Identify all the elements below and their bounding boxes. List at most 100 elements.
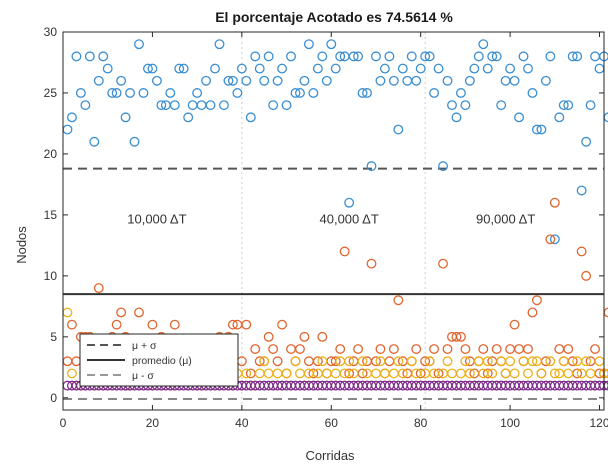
data-point bbox=[277, 319, 288, 330]
data-point bbox=[411, 344, 422, 354]
y-tick-label: 5 bbox=[50, 330, 57, 344]
data-point bbox=[531, 295, 542, 306]
data-point bbox=[277, 63, 288, 74]
data-point bbox=[375, 75, 386, 86]
data-point bbox=[509, 75, 520, 86]
data-point bbox=[147, 63, 158, 74]
data-point bbox=[129, 136, 140, 147]
data-point bbox=[581, 136, 592, 147]
data-point bbox=[348, 368, 359, 379]
data-point bbox=[178, 63, 189, 74]
data-point bbox=[223, 75, 234, 86]
data-point bbox=[469, 63, 480, 74]
data-point bbox=[143, 63, 153, 74]
legend-label-2: μ - σ bbox=[132, 370, 154, 382]
data-point bbox=[505, 356, 516, 367]
axes: 0 20 40 60 80 100 120 0 5 10 15 20 25 30 bbox=[44, 25, 608, 430]
data-point bbox=[317, 356, 328, 367]
data-point bbox=[183, 112, 194, 123]
data-point bbox=[545, 51, 556, 62]
data-point bbox=[259, 75, 270, 86]
data-point bbox=[442, 356, 453, 367]
data-point bbox=[134, 307, 144, 318]
data-point bbox=[353, 344, 364, 354]
data-point bbox=[156, 100, 167, 111]
data-point bbox=[102, 63, 113, 74]
data-point bbox=[464, 75, 475, 86]
data-point bbox=[590, 344, 601, 354]
data-point bbox=[241, 319, 252, 330]
data-point bbox=[420, 356, 431, 367]
data-point bbox=[558, 356, 569, 367]
data-point bbox=[165, 88, 176, 98]
data-point bbox=[572, 51, 583, 62]
data-point bbox=[111, 319, 122, 330]
data-point bbox=[549, 368, 560, 379]
data-point bbox=[89, 136, 100, 147]
data-point bbox=[321, 75, 332, 86]
data-point bbox=[581, 356, 592, 367]
data-point bbox=[433, 368, 444, 379]
data-point bbox=[455, 88, 466, 98]
data-point bbox=[411, 75, 422, 86]
annotations: 10,000 ΔT 40,000 ΔT 90,000 ΔT bbox=[127, 211, 535, 226]
data-point bbox=[236, 63, 247, 74]
data-point bbox=[66, 319, 77, 330]
data-point bbox=[71, 51, 82, 62]
y-tick-label: 10 bbox=[44, 269, 58, 283]
data-point bbox=[388, 75, 399, 86]
data-point bbox=[241, 368, 252, 379]
data-point bbox=[111, 88, 122, 98]
data-point bbox=[227, 319, 238, 330]
data-point bbox=[438, 161, 448, 172]
data-point bbox=[545, 356, 556, 367]
data-point bbox=[518, 51, 529, 62]
data-point bbox=[388, 344, 399, 354]
data-point bbox=[523, 344, 533, 354]
data-point bbox=[460, 344, 471, 354]
data-point bbox=[299, 75, 310, 86]
data-point bbox=[549, 197, 560, 208]
data-point bbox=[442, 75, 453, 86]
data-point bbox=[603, 112, 608, 123]
data-point bbox=[138, 88, 149, 98]
legend-label-1: promedio (μ) bbox=[132, 355, 192, 367]
data-point bbox=[514, 112, 524, 123]
annotation-2: 90,000 ΔT bbox=[476, 211, 535, 226]
x-tick-label: 80 bbox=[414, 416, 428, 430]
data-point bbox=[393, 124, 404, 135]
data-point bbox=[424, 51, 435, 62]
data-point bbox=[379, 63, 390, 74]
data-point bbox=[227, 75, 238, 86]
series-0 bbox=[62, 39, 608, 245]
data-point bbox=[415, 63, 426, 74]
data-point bbox=[478, 344, 489, 354]
data-point bbox=[259, 356, 270, 367]
data-point bbox=[460, 356, 471, 367]
axes-frame bbox=[62, 31, 605, 411]
data-point bbox=[357, 356, 368, 367]
data-point bbox=[308, 88, 319, 98]
data-point bbox=[125, 88, 136, 98]
data-point bbox=[429, 344, 440, 354]
data-point bbox=[531, 356, 542, 367]
data-point bbox=[563, 344, 574, 354]
data-point bbox=[549, 234, 560, 245]
data-point bbox=[295, 88, 305, 98]
data-point bbox=[192, 88, 203, 98]
data-point bbox=[98, 51, 109, 62]
y-tick-label: 20 bbox=[44, 147, 58, 161]
data-point bbox=[496, 100, 507, 111]
data-point bbox=[478, 39, 489, 50]
data-point bbox=[317, 331, 328, 342]
x-tick-label: 0 bbox=[60, 416, 67, 430]
data-point bbox=[134, 39, 144, 50]
data-point bbox=[585, 368, 596, 379]
data-point bbox=[433, 63, 444, 74]
data-point bbox=[120, 112, 131, 123]
data-point bbox=[263, 51, 274, 62]
data-point bbox=[527, 307, 538, 318]
data-point bbox=[245, 112, 256, 123]
data-point bbox=[487, 51, 498, 62]
data-point bbox=[66, 368, 77, 379]
